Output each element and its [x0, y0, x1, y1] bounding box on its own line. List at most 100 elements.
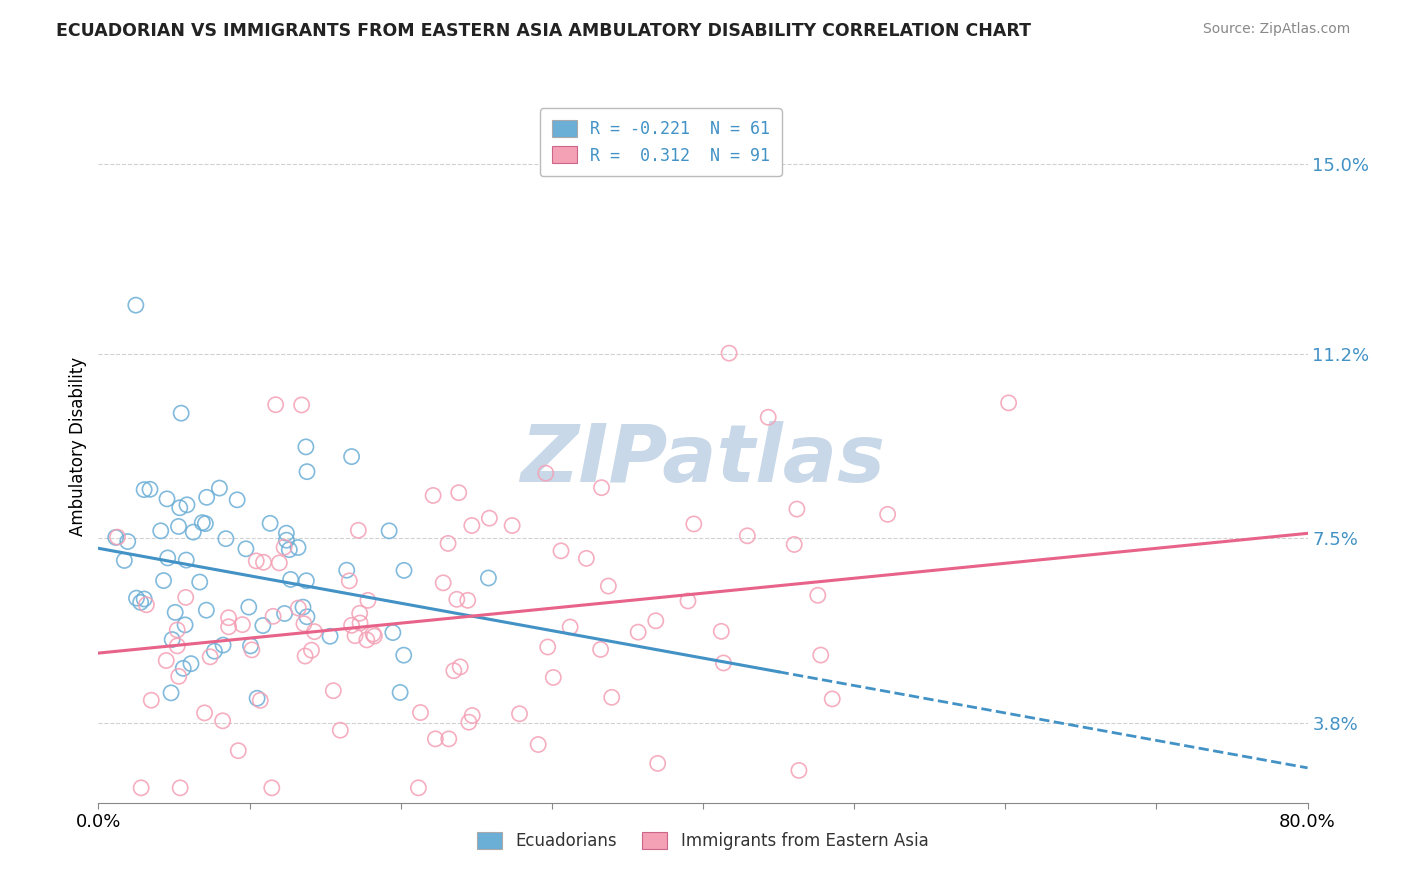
Point: [125, 298, 148, 312]
Point: [295, 574, 318, 588]
Point: [117, 534, 139, 549]
Point: [737, 529, 759, 543]
Point: [347, 524, 370, 538]
Point: [575, 551, 598, 566]
Point: [598, 579, 620, 593]
Point: [821, 692, 844, 706]
Point: [134, 592, 156, 607]
Point: [231, 617, 253, 632]
Point: [322, 683, 344, 698]
Point: [301, 643, 323, 657]
Point: [534, 466, 557, 480]
Point: [543, 670, 565, 684]
Point: [169, 500, 191, 515]
Point: [676, 594, 699, 608]
Point: [807, 588, 830, 602]
Point: [226, 744, 249, 758]
Point: [682, 516, 704, 531]
Point: [218, 611, 240, 625]
Point: [336, 563, 359, 577]
Point: [149, 524, 172, 538]
Point: [160, 686, 183, 700]
Legend: Ecuadorians, Immigrants from Eastern Asia: Ecuadorians, Immigrants from Eastern Asi…: [470, 824, 936, 859]
Point: [644, 614, 666, 628]
Point: [600, 690, 623, 705]
Point: [876, 508, 898, 522]
Point: [273, 541, 295, 555]
Point: [218, 620, 240, 634]
Point: [478, 511, 501, 525]
Point: [193, 706, 215, 720]
Point: [239, 639, 262, 653]
Point: [125, 591, 148, 606]
Point: [112, 553, 135, 567]
Point: [195, 491, 218, 505]
Point: [356, 632, 378, 647]
Point: [245, 554, 267, 568]
Point: [477, 571, 499, 585]
Point: [240, 643, 263, 657]
Point: [449, 660, 471, 674]
Point: [627, 625, 650, 640]
Point: [215, 532, 238, 546]
Point: [713, 656, 735, 670]
Point: [392, 648, 415, 662]
Point: [264, 398, 287, 412]
Point: [211, 714, 233, 728]
Point: [226, 492, 249, 507]
Point: [558, 620, 581, 634]
Point: [537, 640, 560, 654]
Text: ECUADORIAN VS IMMIGRANTS FROM EASTERN ASIA AMBULATORY DISABILITY CORRELATION CHA: ECUADORIAN VS IMMIGRANTS FROM EASTERN AS…: [56, 22, 1031, 40]
Point: [167, 519, 190, 533]
Point: [344, 629, 367, 643]
Point: [202, 644, 225, 658]
Point: [176, 498, 198, 512]
Point: [238, 600, 260, 615]
Point: [208, 481, 231, 495]
Point: [167, 669, 190, 683]
Point: [165, 606, 187, 620]
Point: [461, 708, 484, 723]
Point: [443, 664, 465, 678]
Point: [291, 600, 314, 615]
Point: [304, 624, 326, 639]
Point: [710, 624, 733, 639]
Point: [409, 706, 432, 720]
Point: [446, 592, 468, 607]
Point: [194, 516, 217, 531]
Point: [174, 553, 197, 567]
Point: [156, 550, 179, 565]
Point: [155, 653, 177, 667]
Point: [295, 609, 318, 624]
Point: [174, 591, 197, 605]
Y-axis label: Ambulatory Disability: Ambulatory Disability: [69, 357, 87, 535]
Point: [997, 396, 1019, 410]
Point: [508, 706, 530, 721]
Point: [181, 525, 204, 540]
Point: [166, 623, 188, 637]
Point: [191, 516, 214, 530]
Point: [437, 536, 460, 550]
Point: [437, 731, 460, 746]
Point: [425, 731, 447, 746]
Point: [156, 491, 179, 506]
Point: [718, 346, 741, 360]
Point: [292, 616, 315, 631]
Point: [252, 555, 274, 569]
Point: [319, 629, 342, 643]
Point: [810, 648, 832, 662]
Point: [787, 764, 810, 778]
Point: [389, 685, 412, 699]
Point: [340, 450, 363, 464]
Text: ZIPatlas: ZIPatlas: [520, 421, 886, 500]
Point: [212, 638, 235, 652]
Point: [166, 639, 188, 653]
Point: [198, 649, 221, 664]
Point: [294, 648, 316, 663]
Point: [235, 541, 257, 556]
Point: [447, 485, 470, 500]
Point: [647, 756, 669, 771]
Point: [363, 629, 385, 643]
Point: [170, 406, 193, 420]
Point: [527, 738, 550, 752]
